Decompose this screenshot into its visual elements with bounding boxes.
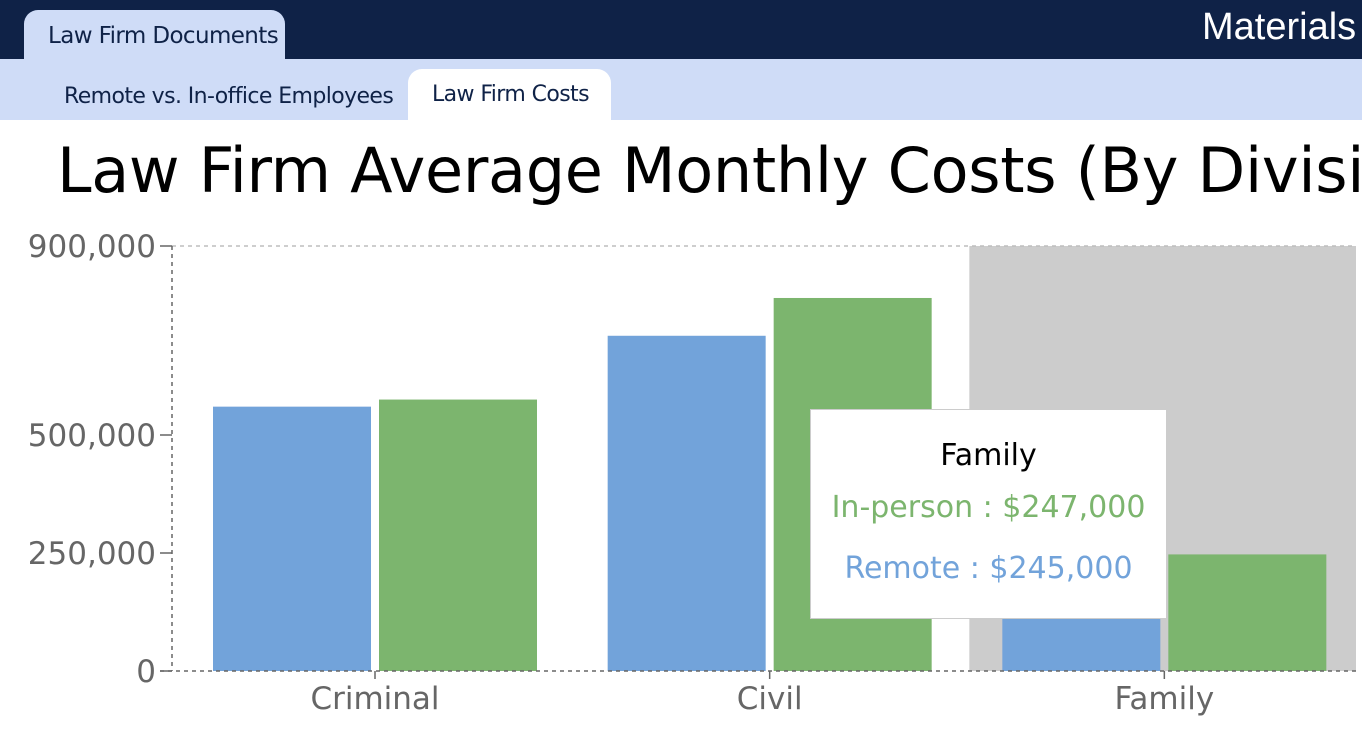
y-tick-label: 500,000: [28, 418, 156, 454]
tooltip-in-person-value: In-person : $247,000: [831, 490, 1146, 525]
x-tick-label-civil: Civil: [737, 681, 803, 717]
y-tick-label: 0: [136, 654, 156, 690]
tab-law-firm-documents[interactable]: Law Firm Documents: [24, 10, 285, 59]
tab-remote-vs-in-office[interactable]: Remote vs. In-office Employees: [64, 84, 394, 109]
x-tick-label-family: Family: [1114, 681, 1214, 717]
x-tick-label-criminal: Criminal: [310, 681, 439, 717]
bar-civil-remote: [607, 335, 766, 671]
top-header-bar: Law Firm Documents Materials: [0, 0, 1362, 59]
tooltip-remote-value: Remote : $245,000: [844, 551, 1133, 586]
chart-tooltip: Family In-person : $247,000 Remote : $24…: [810, 409, 1167, 619]
y-tick-label: 900,000: [28, 229, 156, 265]
bar-criminal-remote: [213, 406, 371, 671]
chart-title: Law Firm Average Monthly Costs (By Divis…: [57, 134, 1362, 207]
tab-law-firm-costs[interactable]: Law Firm Costs: [408, 69, 611, 120]
app-title: Materials: [1202, 6, 1357, 48]
tooltip-category-label: Family: [940, 438, 1037, 473]
bar-family-in-person: [1168, 554, 1327, 671]
sub-tab-bar: Remote vs. In-office Employees Law Firm …: [0, 59, 1362, 120]
y-tick-label: 250,000: [28, 536, 156, 572]
bar-criminal-in-person: [379, 399, 537, 671]
